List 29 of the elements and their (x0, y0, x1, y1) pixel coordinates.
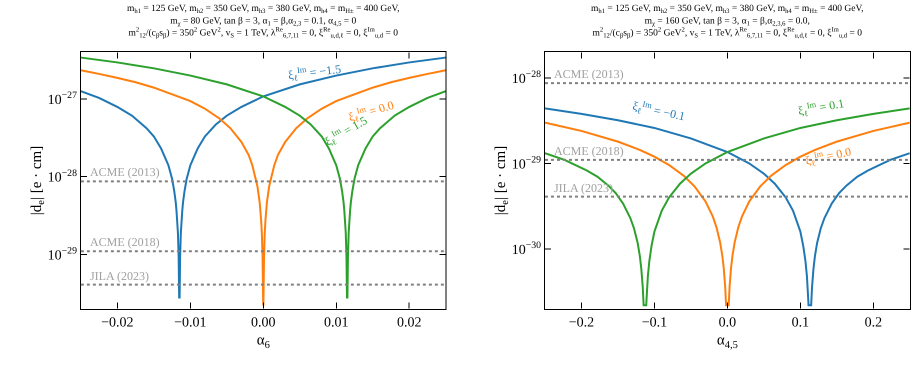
x-tick-label: −0.01 (174, 316, 207, 331)
x-tick-label: 0.2 (864, 316, 882, 331)
x-axis-title: α$_{6}$ (256, 332, 270, 351)
annotation: ξ$_{ℓ}$$^{Im}$ = 0.0 (804, 143, 853, 170)
chart-title: m$_{h1}$ = 125 GeV, m$_{h2}$ = 350 GeV, m$_{h3}$ = 380 GeV, m$_{h4}$ = m$_{H±}$ = 400 GeV, m$_{χ}$ = 160 GeV, tan β = 3, α$_{1}$ = β,α$_{2,3,6}$ = 0.0, m$^{2}$$_{12}$/(c$_{β}$s$_{β}$) = 350$^{2}$ GeV$^{2}$, v$_{S}$ = 1 TeV, λ$^{Re}$$_{6,7,11}$ = 0, ξ$^{Re}$$_{u,d,ℓ}$ = 0, ξ$^{Im}$$_{u,d}$ = 0 (591, 4, 864, 40)
y-tick-label: 10$^{−29}$ (48, 246, 78, 264)
annotation: ξ$_{ℓ}$$^{Im}$ = 0.1 (796, 95, 846, 120)
y-tick-label: 10$^{−27}$ (48, 90, 78, 108)
ref-line-label: ACME (2018) (90, 235, 160, 249)
x-axis-title: α$_{4,5}$ (716, 332, 738, 351)
x-tick-label: −0.1 (642, 316, 668, 331)
annotation: ξ$_{ℓ}$$^{Im}$ = −0.1 (631, 98, 687, 125)
x-tick-label: 0.1 (792, 316, 810, 331)
x-tick-label: 0.0 (718, 316, 736, 331)
x-tick-label: 0.01 (324, 316, 349, 331)
ref-line-label: JILA (2023) (90, 269, 149, 283)
x-tick-label: 0.00 (251, 316, 276, 331)
annotation: ξ$_{ℓ}$$^{Im}$ = −1.5 (287, 60, 342, 84)
y-tick-label: 10$^{−28}$ (512, 68, 542, 87)
chart-title: m$_{h1}$ = 125 GeV, m$_{h2}$ = 350 GeV, m$_{h3}$ = 380 GeV, m$_{h4}$ = m$_{H±}$ = 400 GeV, m$_{χ}$ = 80 GeV, tan β = 3, α$_{1}$ = β,α$_{2,3}$ = 0.1, α$_{4,5}$ = 0 m$^{2}$$_{12}$/(c$_{β}$s$_{β}$) = 350$^{2}$ GeV$^{2}$, v$_{S}$ = 1 TeV, λ$^{Re}$$_{6,7,11}$ = 0, ξ$^{Re}$$_{u,d,ℓ}$ = 0, ξ$^{Im}$$_{u,d}$ = 0 (127, 4, 400, 40)
y-tick-label: 10$^{−28}$ (48, 168, 78, 186)
ref-line-label: ACME (2013) (554, 67, 624, 81)
x-tick-label: −0.02 (101, 316, 134, 331)
y-tick-label: 10$^{−29}$ (512, 154, 542, 172)
y-tick-label: 10$^{−30}$ (512, 240, 542, 258)
x-tick-label: 0.02 (396, 316, 422, 331)
x-tick-label: −0.2 (568, 316, 594, 331)
ref-line-label: ACME (2018) (554, 144, 624, 158)
ref-line-label: ACME (2013) (90, 165, 160, 179)
